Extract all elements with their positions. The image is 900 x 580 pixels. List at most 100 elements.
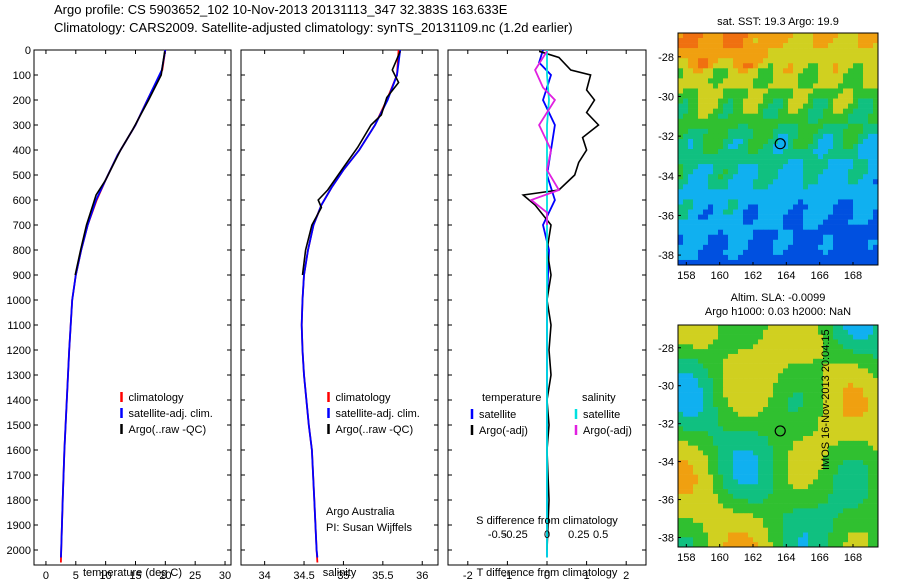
map-cell bbox=[683, 108, 689, 114]
map-cell bbox=[823, 489, 829, 495]
map-cell bbox=[758, 436, 764, 442]
map-cell bbox=[728, 103, 734, 109]
map-cell bbox=[853, 436, 859, 442]
map-cell bbox=[738, 103, 744, 109]
map-cell bbox=[793, 259, 799, 266]
map-cell bbox=[718, 392, 724, 398]
map-cell bbox=[843, 334, 849, 340]
map-cell bbox=[763, 397, 769, 403]
map-cell bbox=[733, 143, 739, 150]
map-cell bbox=[818, 209, 824, 215]
map-cell bbox=[723, 249, 729, 256]
map-cell bbox=[873, 339, 879, 345]
map-cell bbox=[873, 503, 879, 509]
map-cell bbox=[678, 43, 684, 49]
map-cell bbox=[808, 199, 814, 205]
map-cell bbox=[858, 219, 864, 225]
map-cell bbox=[853, 522, 859, 528]
map-cell bbox=[788, 503, 794, 509]
map-cell bbox=[728, 204, 734, 210]
map-cell bbox=[738, 254, 744, 261]
map-cell bbox=[678, 503, 684, 509]
map-cell bbox=[698, 537, 704, 543]
map-cell bbox=[698, 445, 704, 451]
map-cell bbox=[833, 411, 839, 417]
map-cell bbox=[833, 179, 839, 185]
map-cell bbox=[738, 239, 744, 246]
map-cell bbox=[723, 234, 729, 241]
map-cell bbox=[753, 174, 759, 180]
map-cell bbox=[698, 397, 704, 403]
map-cell bbox=[758, 88, 764, 94]
map-cell bbox=[683, 378, 689, 384]
map-cell bbox=[748, 48, 754, 54]
map-cell bbox=[828, 325, 834, 331]
map-cell bbox=[833, 329, 839, 335]
map-cell bbox=[748, 149, 754, 155]
map-cell bbox=[733, 38, 739, 44]
map-cell bbox=[748, 189, 754, 195]
map-cell bbox=[683, 53, 689, 59]
map-cell bbox=[873, 88, 879, 94]
map-cell bbox=[778, 329, 784, 335]
map-cell bbox=[738, 518, 744, 524]
map-cell bbox=[863, 229, 869, 236]
map-cell bbox=[858, 469, 864, 475]
map-cell bbox=[678, 194, 684, 200]
map-cell bbox=[793, 392, 799, 398]
map-cell bbox=[853, 513, 859, 519]
map-cell bbox=[718, 229, 724, 236]
map-cell bbox=[748, 179, 754, 185]
map-cell bbox=[828, 259, 834, 266]
map-cell bbox=[828, 489, 834, 495]
map-cell bbox=[738, 179, 744, 185]
map-cell bbox=[798, 532, 804, 538]
map-cell bbox=[703, 254, 709, 261]
map-cell bbox=[793, 209, 799, 215]
map-cell bbox=[758, 421, 764, 427]
map-cell bbox=[868, 421, 874, 427]
map-cell bbox=[863, 542, 869, 548]
map-cell bbox=[833, 149, 839, 155]
map-cell bbox=[838, 484, 844, 490]
map-cell bbox=[718, 143, 724, 150]
map-cell bbox=[698, 493, 704, 500]
map-cell bbox=[698, 353, 704, 360]
map-cell bbox=[803, 363, 809, 369]
map-cell bbox=[818, 537, 824, 543]
map-cell bbox=[838, 493, 844, 500]
map-cell bbox=[868, 455, 874, 461]
map-cell bbox=[803, 368, 809, 374]
map-cell bbox=[733, 426, 739, 432]
map-cell bbox=[768, 445, 774, 451]
map-cell bbox=[763, 128, 769, 135]
map-cell bbox=[683, 229, 689, 236]
map-cell bbox=[688, 508, 694, 514]
map-cell bbox=[693, 339, 699, 345]
map-cell bbox=[743, 431, 749, 437]
map-cell bbox=[813, 392, 819, 398]
map-cell bbox=[858, 48, 864, 54]
map-cell bbox=[698, 234, 704, 241]
map-cell bbox=[813, 479, 819, 485]
map-cell bbox=[678, 450, 684, 456]
map-cell bbox=[808, 503, 814, 509]
map-cell bbox=[818, 349, 824, 355]
map-cell bbox=[813, 143, 819, 150]
map-cell bbox=[743, 78, 749, 84]
map-cell bbox=[678, 426, 684, 432]
map-cell bbox=[733, 58, 739, 64]
map-cell bbox=[868, 214, 874, 220]
map-cell bbox=[838, 421, 844, 427]
map-cell bbox=[768, 159, 774, 165]
map-cell bbox=[818, 421, 824, 427]
map-cell bbox=[853, 407, 859, 413]
map-cell bbox=[678, 143, 684, 150]
map-cell bbox=[838, 532, 844, 538]
map-cell bbox=[853, 460, 859, 466]
map-cell bbox=[748, 143, 754, 150]
map-cell bbox=[793, 498, 799, 504]
map-cell bbox=[863, 436, 869, 442]
map-cell bbox=[773, 522, 779, 528]
map-cell bbox=[788, 123, 794, 130]
